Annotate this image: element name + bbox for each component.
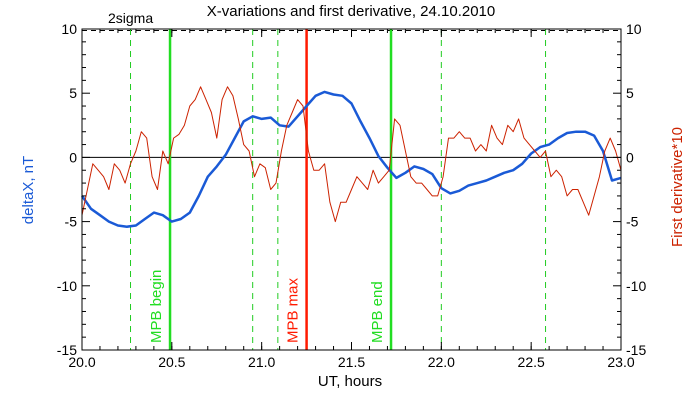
y-tick-label-right: 5 [626, 85, 634, 101]
y-tick-label-left: -10 [57, 278, 77, 294]
x-tick-label: 20.0 [68, 354, 95, 370]
x-axis-label: UT, hours [318, 373, 382, 390]
x-tick-label: 23.0 [607, 354, 634, 370]
y-axis-label-right: First derivative*10 [669, 127, 686, 247]
y-tick-label-right: 0 [626, 149, 634, 165]
y-tick-label-right: -10 [626, 278, 646, 294]
sigma-label: 2sigma [108, 10, 153, 26]
y-axis-label-left: deltaX, nT [20, 156, 37, 224]
x-tick-label: 20.5 [158, 354, 185, 370]
y-tick-label-right: -5 [626, 214, 639, 230]
derivative-series-line [81, 86, 622, 223]
y-tick-label-right: 10 [626, 21, 642, 37]
marker-label: MPB end [369, 281, 386, 343]
chart-title: X-variations and first derivative, 24.10… [207, 3, 496, 20]
y-tick-label-left: 10 [61, 21, 77, 37]
y-tick-label-left: -15 [57, 342, 77, 358]
y-tick-label-left: 0 [69, 149, 77, 165]
x-tick-label: 21.0 [248, 354, 275, 370]
marker-label: MPB begin [148, 270, 165, 343]
y-tick-label-left: -5 [65, 214, 78, 230]
x-tick-label: 21.5 [338, 354, 365, 370]
marker-label: MPB max [285, 277, 302, 343]
x-tick-label: 22.5 [518, 354, 545, 370]
y-tick-label-left: 5 [69, 85, 77, 101]
deltax-series-line [80, 90, 622, 228]
x-tick-label: 22.0 [428, 354, 455, 370]
y-tick-label-right: -15 [626, 342, 646, 358]
